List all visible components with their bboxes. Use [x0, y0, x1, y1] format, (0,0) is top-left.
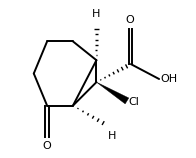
Text: H: H: [108, 131, 116, 141]
Text: H: H: [92, 9, 100, 19]
Text: O: O: [43, 141, 52, 151]
Text: O: O: [126, 15, 134, 25]
Polygon shape: [96, 82, 129, 104]
Text: OH: OH: [161, 74, 178, 84]
Text: Cl: Cl: [129, 97, 139, 107]
